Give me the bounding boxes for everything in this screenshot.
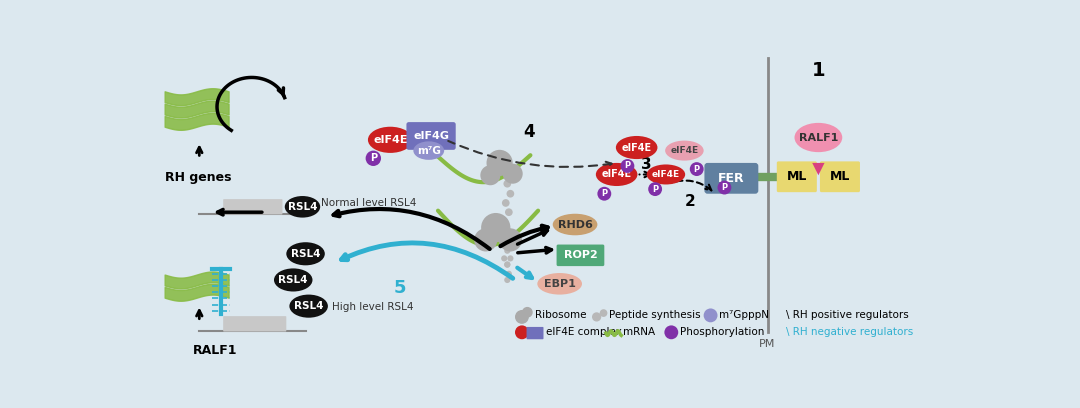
Text: mRNA: mRNA: [623, 327, 654, 337]
FancyBboxPatch shape: [704, 163, 758, 194]
Text: 5: 5: [393, 279, 406, 297]
Text: RSL4: RSL4: [287, 202, 318, 212]
Text: P: P: [602, 189, 607, 198]
Text: 2: 2: [685, 194, 696, 209]
Circle shape: [515, 310, 529, 324]
Text: 3: 3: [640, 157, 651, 172]
Circle shape: [648, 182, 662, 196]
Circle shape: [504, 262, 511, 268]
Circle shape: [503, 227, 511, 235]
Circle shape: [515, 326, 529, 339]
Text: EBP1: EBP1: [543, 279, 576, 289]
Text: m⁷GpppN: m⁷GpppN: [719, 310, 769, 320]
Circle shape: [704, 308, 717, 322]
Ellipse shape: [596, 163, 637, 186]
Text: RALF1: RALF1: [192, 344, 237, 357]
Circle shape: [717, 181, 731, 195]
Ellipse shape: [538, 273, 582, 295]
Circle shape: [505, 208, 513, 216]
Circle shape: [621, 159, 634, 173]
Circle shape: [502, 164, 523, 184]
Circle shape: [508, 255, 513, 262]
Text: High level RSL4: High level RSL4: [332, 302, 414, 312]
Text: RSL4: RSL4: [294, 301, 323, 311]
Text: eIF4E complex: eIF4E complex: [545, 327, 622, 337]
Text: m⁷G: m⁷G: [417, 146, 441, 155]
Circle shape: [505, 271, 512, 277]
Ellipse shape: [368, 127, 413, 153]
Polygon shape: [812, 163, 824, 175]
FancyBboxPatch shape: [777, 162, 816, 192]
Circle shape: [501, 255, 508, 262]
FancyBboxPatch shape: [224, 199, 283, 215]
Ellipse shape: [795, 123, 842, 152]
Ellipse shape: [286, 242, 325, 265]
Ellipse shape: [285, 196, 320, 217]
Text: Phosphorylation: Phosphorylation: [679, 327, 765, 337]
Text: P: P: [624, 162, 631, 171]
Text: RHD6: RHD6: [557, 220, 593, 230]
FancyBboxPatch shape: [224, 316, 286, 332]
Text: Ribosome: Ribosome: [535, 310, 586, 320]
Text: \ RH positive regulators: \ RH positive regulators: [786, 310, 908, 320]
Text: eIF4E: eIF4E: [671, 146, 699, 155]
Ellipse shape: [289, 295, 328, 318]
Circle shape: [486, 150, 513, 176]
Circle shape: [474, 228, 497, 251]
Circle shape: [592, 312, 602, 322]
Circle shape: [499, 228, 522, 251]
FancyBboxPatch shape: [406, 122, 456, 150]
Ellipse shape: [616, 136, 658, 159]
Text: 1: 1: [811, 61, 825, 80]
Circle shape: [502, 199, 510, 207]
Text: eIF4E: eIF4E: [622, 142, 651, 153]
Ellipse shape: [665, 141, 704, 161]
Ellipse shape: [274, 268, 312, 291]
Text: ML: ML: [829, 170, 850, 183]
FancyBboxPatch shape: [556, 244, 605, 266]
Text: RSL4: RSL4: [291, 249, 321, 259]
Ellipse shape: [647, 164, 685, 184]
Text: 4: 4: [523, 123, 535, 141]
Text: RH genes: RH genes: [164, 171, 231, 184]
Text: \ RH negative regulators: \ RH negative regulators: [786, 327, 914, 337]
Circle shape: [500, 217, 508, 225]
Text: eIF4G: eIF4G: [413, 131, 449, 141]
Ellipse shape: [414, 141, 444, 160]
Text: eIF4E: eIF4E: [652, 170, 680, 179]
Text: ROP2: ROP2: [564, 251, 597, 260]
Circle shape: [597, 187, 611, 201]
Text: P: P: [369, 153, 377, 163]
Circle shape: [481, 213, 511, 242]
Circle shape: [504, 248, 511, 254]
FancyBboxPatch shape: [820, 162, 860, 192]
Text: P: P: [721, 183, 728, 192]
Ellipse shape: [553, 214, 597, 235]
Circle shape: [503, 180, 511, 188]
Circle shape: [504, 262, 511, 268]
Circle shape: [690, 162, 704, 176]
Text: P: P: [693, 164, 700, 173]
Circle shape: [366, 151, 381, 166]
Circle shape: [522, 307, 532, 318]
Text: RALF1: RALF1: [799, 133, 838, 142]
Text: eIF4E: eIF4E: [373, 135, 407, 145]
Circle shape: [481, 165, 500, 185]
Circle shape: [507, 190, 514, 197]
Text: PM: PM: [759, 339, 775, 349]
Text: RSL4: RSL4: [279, 275, 308, 285]
Text: P: P: [652, 184, 658, 194]
Circle shape: [664, 326, 678, 339]
Text: eIF4E: eIF4E: [602, 169, 632, 180]
FancyBboxPatch shape: [527, 327, 543, 339]
Circle shape: [504, 277, 511, 283]
Text: ML: ML: [786, 170, 807, 183]
Text: Normal level RSL4: Normal level RSL4: [321, 198, 416, 208]
Text: Peptide synthesis: Peptide synthesis: [609, 310, 701, 320]
Circle shape: [599, 309, 607, 317]
Text: FER: FER: [718, 172, 745, 185]
